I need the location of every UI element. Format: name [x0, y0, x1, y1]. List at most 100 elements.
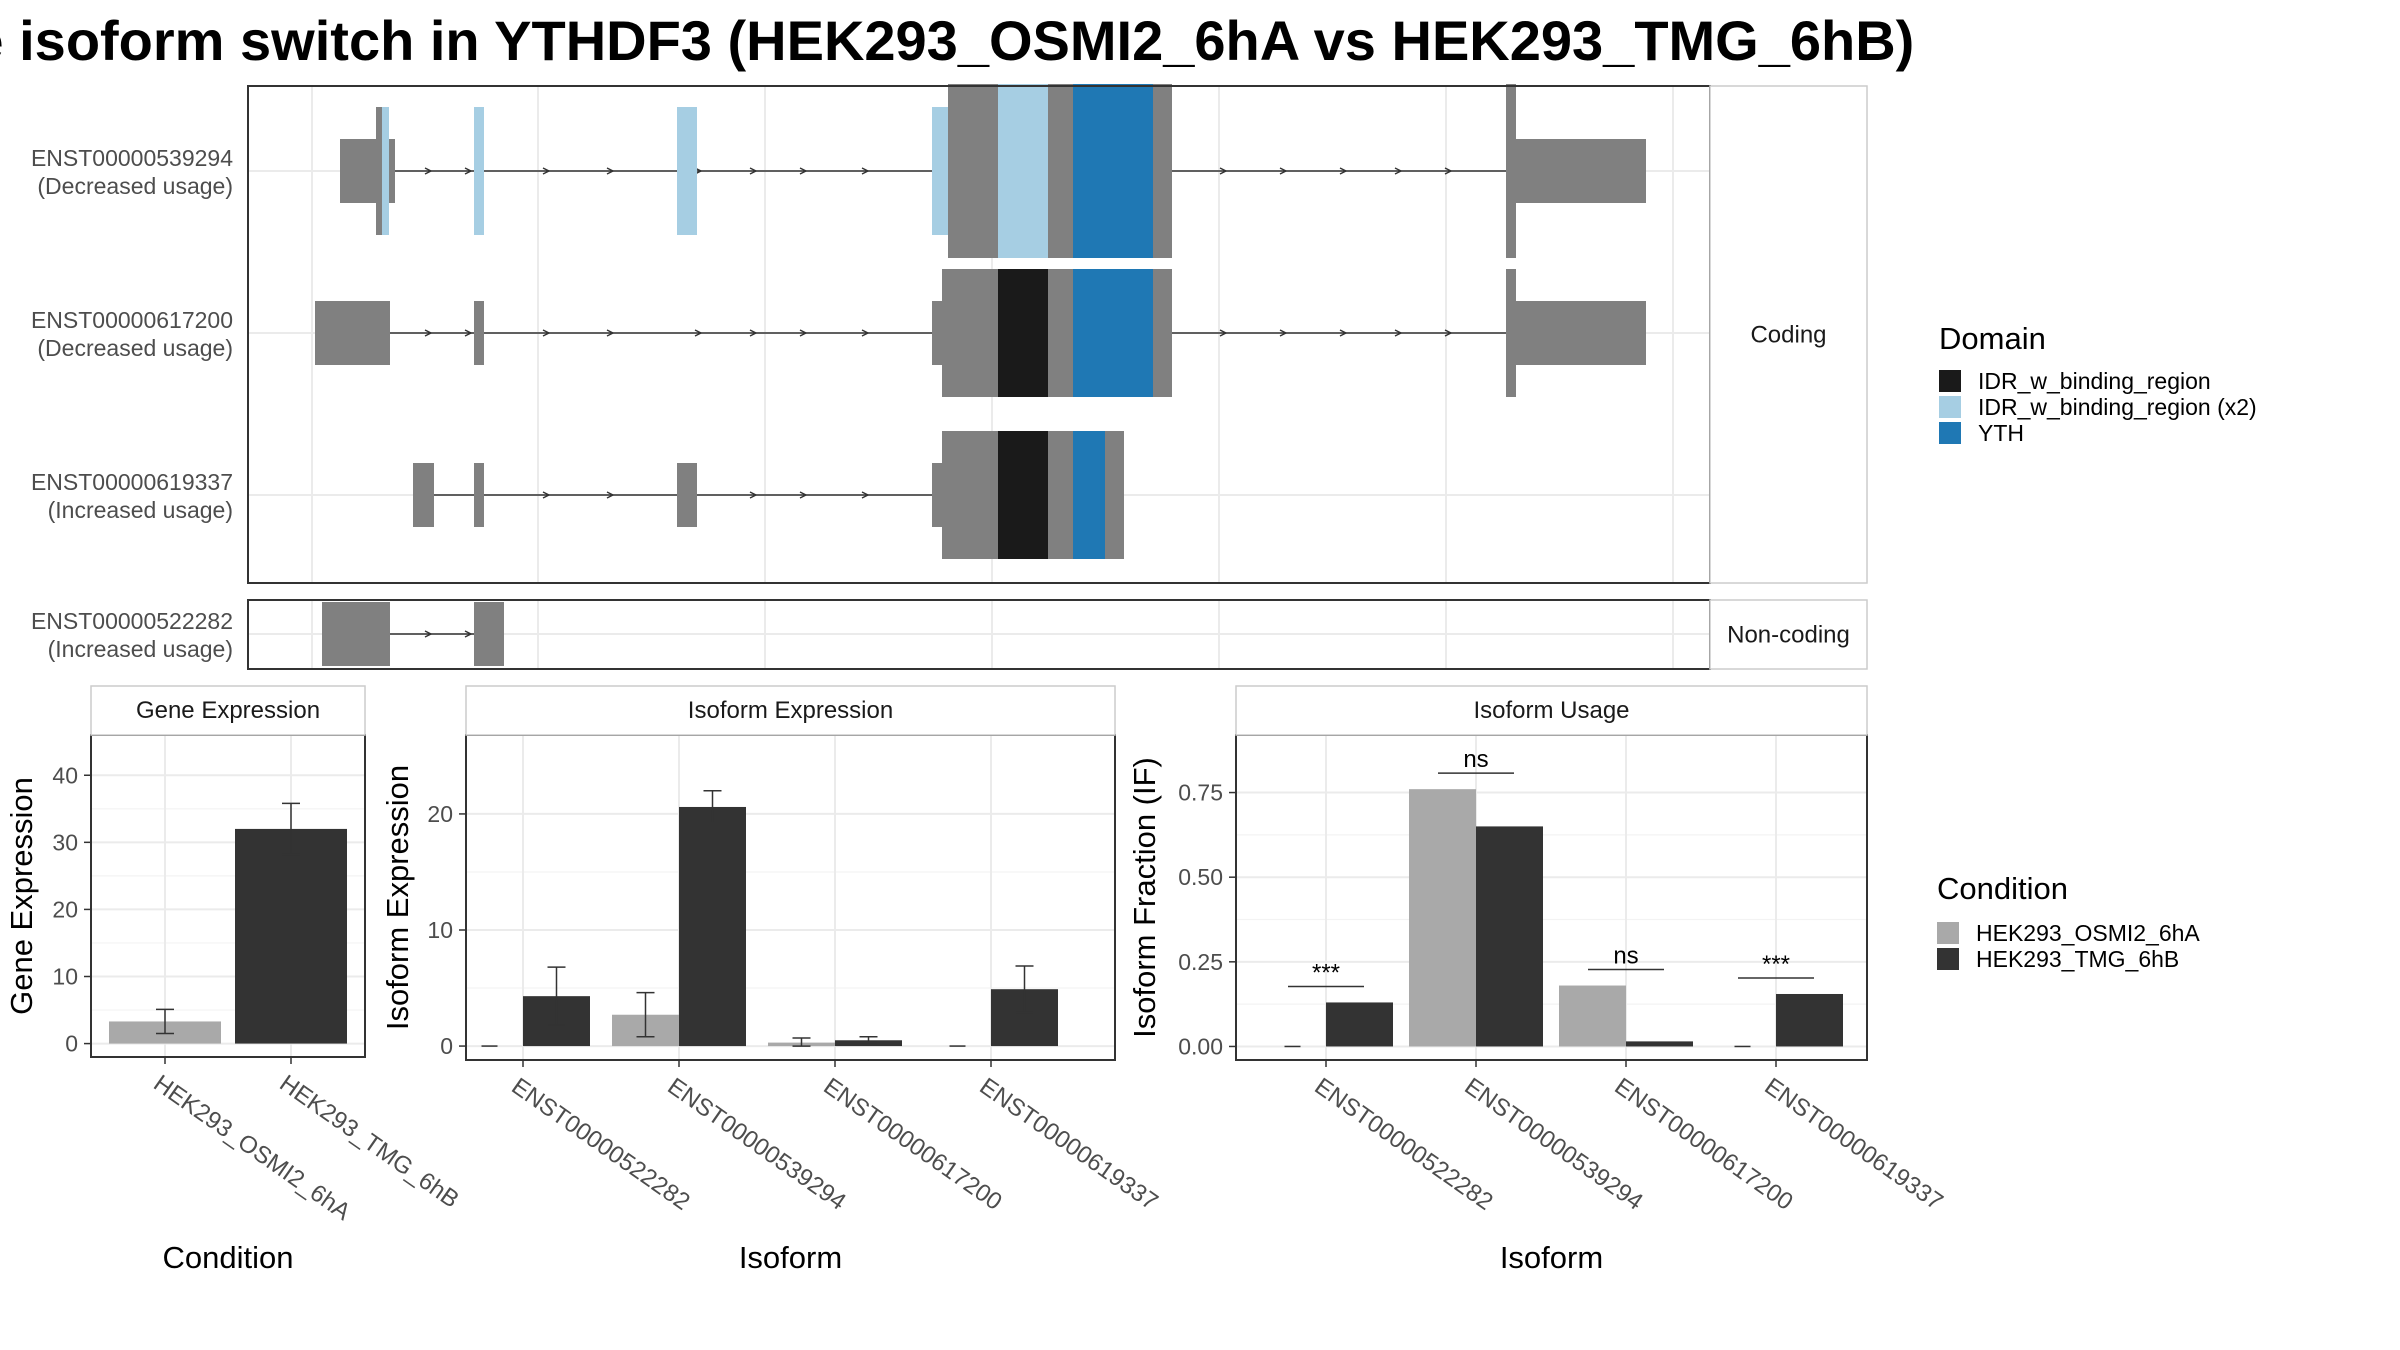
exon-block [1048, 84, 1073, 258]
panel-title: Isoform Usage [1473, 697, 1629, 724]
exon-block [1048, 431, 1073, 559]
y-axis-title: Isoform Expression [380, 765, 415, 1030]
y-tick-label: 40 [52, 762, 78, 788]
exon-block [474, 602, 504, 666]
domain-legend-key [1939, 396, 1961, 418]
domain-idr-w-binding-region-x2- [474, 107, 484, 235]
panel-strip [90, 685, 366, 736]
exon-block [948, 84, 998, 258]
direction-arrow [694, 329, 703, 337]
transcript-usage-note: (Decreased usage) [37, 173, 233, 199]
facet-strip-coding-label: Coding [1750, 322, 1826, 349]
y-tick-label: 20 [52, 896, 78, 922]
domain-idr-w-binding-region-x2- [932, 107, 948, 235]
direction-arrow [799, 329, 808, 337]
x-axis-title: Isoform [739, 1240, 842, 1275]
exon-block [677, 463, 697, 527]
exon-block [1506, 84, 1516, 258]
bar [1626, 1041, 1693, 1047]
x-axis-title: Condition [163, 1240, 294, 1275]
exon-block [1506, 269, 1516, 397]
transcript-label: ENST00000539294 [31, 145, 233, 171]
direction-arrow [464, 630, 473, 638]
direction-arrow [1279, 167, 1288, 175]
exon-block [942, 431, 998, 559]
exon-block [315, 301, 390, 365]
bar [1559, 985, 1626, 1047]
domain-yth [1073, 84, 1153, 258]
domain-idr-w-binding-region-x2- [382, 107, 389, 235]
domain-yth [1073, 269, 1153, 397]
exon-block [474, 301, 484, 365]
condition-legend-title: Condition [1937, 871, 2068, 906]
direction-arrow [1339, 329, 1348, 337]
direction-arrow [424, 167, 433, 175]
domain-idr-w-binding-region-x2- [998, 84, 1048, 258]
direction-arrow [749, 329, 758, 337]
direction-arrow [424, 630, 433, 638]
exon-block [942, 269, 998, 397]
transcript-label: ENST00000619337 [31, 469, 233, 495]
facet-strip-noncoding-label: Non-coding [1727, 622, 1850, 649]
direction-arrow [1394, 167, 1403, 175]
domain-yth [1073, 431, 1105, 559]
significance-label: *** [1312, 959, 1340, 986]
transcript-label: ENST00000617200 [31, 307, 233, 333]
direction-arrow [1219, 329, 1228, 337]
y-axis-title: Isoform Fraction (IF) [1127, 757, 1162, 1038]
bar [1476, 826, 1543, 1047]
error-bar [703, 789, 722, 824]
significance-label: ns [1613, 943, 1638, 970]
direction-arrow [1444, 167, 1453, 175]
panel-title: Gene Expression [136, 697, 320, 724]
domain-idr-w-binding-region-x2- [677, 107, 697, 235]
bar [235, 828, 347, 1044]
significance-label: ns [1463, 746, 1488, 773]
error-bar [859, 1036, 878, 1044]
y-tick-label: 0 [440, 1033, 453, 1059]
direction-arrow [1444, 329, 1453, 337]
y-tick-label: 10 [427, 917, 453, 943]
bar [679, 806, 746, 1047]
y-tick-label: 0.25 [1178, 949, 1223, 975]
condition-legend-key [1937, 922, 1959, 944]
direction-arrow [799, 167, 808, 175]
y-tick-label: 0.50 [1178, 864, 1223, 890]
direction-arrow [606, 329, 615, 337]
direction-arrow [749, 167, 758, 175]
bar [1776, 993, 1843, 1047]
exon-block [474, 463, 484, 527]
transcript-ENST00000617200 [315, 269, 1646, 397]
direction-arrow [1279, 329, 1288, 337]
direction-arrow [861, 167, 870, 175]
exon-block [1516, 301, 1646, 365]
direction-arrow [542, 329, 551, 337]
transcript-usage-note: (Increased usage) [48, 497, 233, 523]
facet-strip-noncoding [1709, 599, 1868, 670]
direction-arrow [799, 491, 808, 499]
direction-arrow [606, 167, 615, 175]
bar [1326, 1002, 1393, 1047]
chart-panel-2: Isoform Expression01020ENST00000522282EN… [380, 685, 1163, 1275]
transcript-label: ENST00000522282 [31, 608, 233, 634]
condition-legend-label: HEK293_OSMI2_6hA [1976, 920, 2200, 946]
domain-legend-label: IDR_w_binding_region (x2) [1978, 394, 2257, 420]
transcript-ENST00000619337 [413, 431, 1124, 559]
domain-legend-key [1939, 370, 1961, 392]
transcript-structure-panel: Coding Non-coding ENST00000539294(Decrease… [31, 84, 1868, 670]
y-tick-label: 0.75 [1178, 780, 1223, 806]
exon-block [1516, 139, 1646, 203]
direction-arrow [464, 329, 473, 337]
domain-legend-title: Domain [1939, 321, 2046, 356]
y-tick-label: 30 [52, 829, 78, 855]
y-axis-title: Gene Expression [4, 777, 39, 1015]
significance-label: *** [1762, 951, 1790, 978]
direction-arrow [542, 491, 551, 499]
exon-block [1105, 431, 1124, 559]
y-tick-label: 10 [52, 964, 78, 990]
direction-arrow [1219, 167, 1228, 175]
exon-block [1153, 84, 1172, 258]
direction-arrow [606, 491, 615, 499]
